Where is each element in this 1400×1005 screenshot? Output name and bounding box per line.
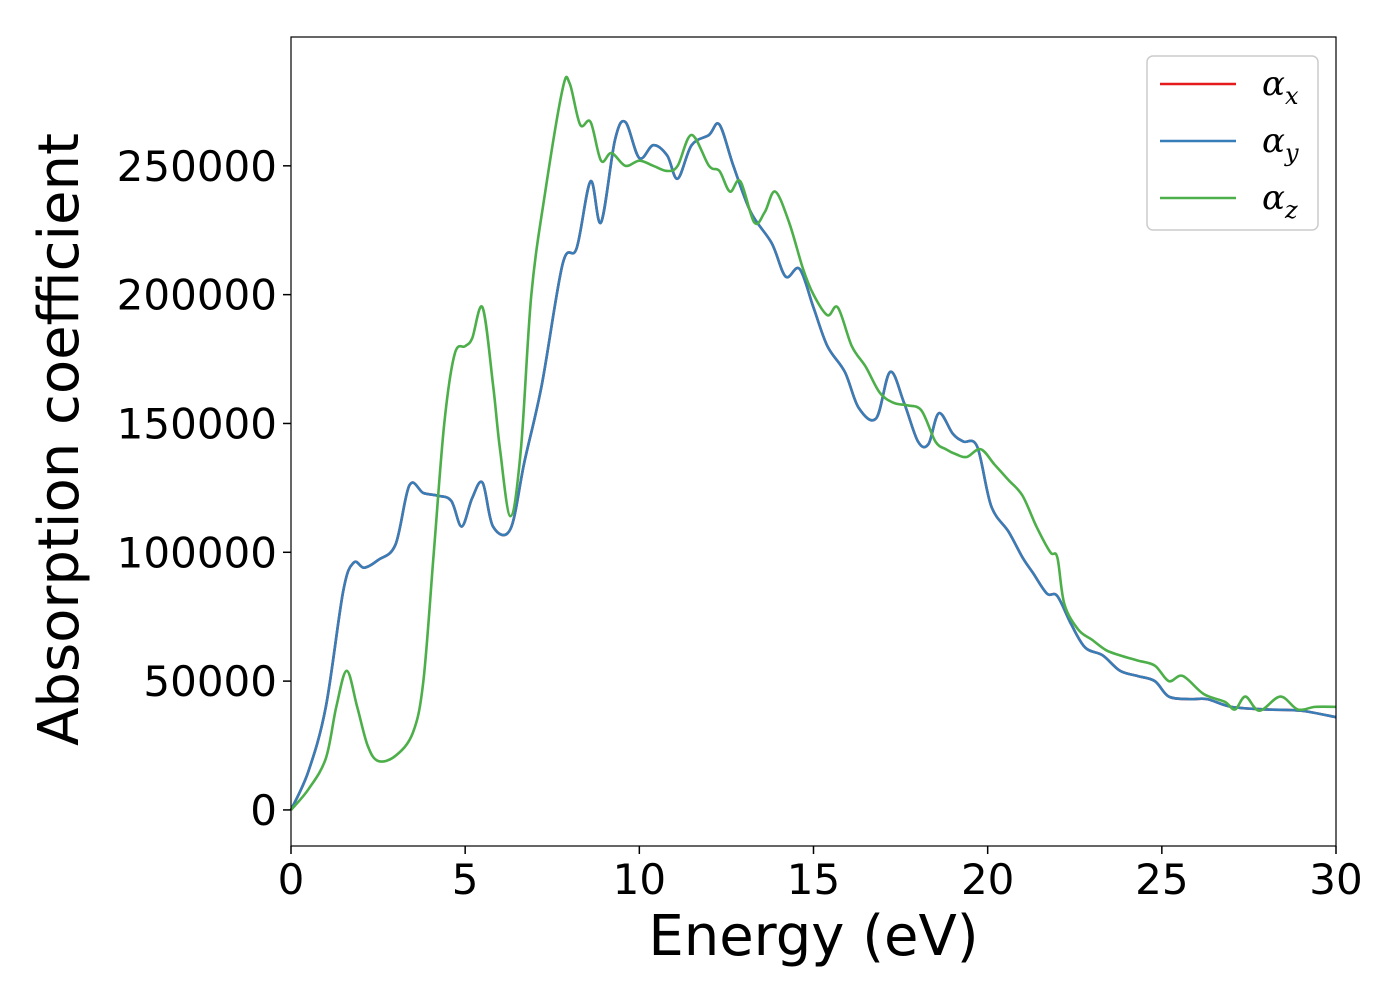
x-axis-title: Energy (eV) [648,904,978,969]
legend-item-alpha-z: αz [1160,178,1298,224]
series-line-alpha-z [290,75,1337,811]
legend-box [1146,55,1319,231]
y-tick-label: 100000 [117,528,277,577]
x-tick-label: 15 [787,855,840,904]
y-tick-label: 250000 [117,142,277,191]
x-tick-label: 30 [1309,855,1362,904]
x-tick-label: 10 [613,855,666,904]
y-axis-title: Absorption coefficient [27,133,92,746]
legend-item-alpha-y: αy [1160,121,1299,167]
y-tick-label: 200000 [117,271,277,320]
y-tick-label: 150000 [117,399,277,448]
x-axis: 0 5 10 15 20 25 30 [278,846,1363,904]
x-tick-label: 0 [278,855,305,904]
legend-item-alpha-x: αx [1160,64,1299,110]
x-tick-label: 5 [452,855,479,904]
y-tick-label: 50000 [143,657,277,706]
series-layer [289,75,1337,811]
y-axis: 0 50000 100000 150000 200000 250000 [117,142,291,835]
series-line-alpha-y [289,119,1337,811]
legend: αx αy αz [1146,55,1319,231]
legend-label: αy [1262,121,1299,167]
x-tick-label: 20 [961,855,1014,904]
y-tick-label: 0 [250,786,277,835]
x-tick-label: 25 [1135,855,1188,904]
legend-label: αz [1262,178,1298,224]
legend-label: αx [1262,64,1299,110]
